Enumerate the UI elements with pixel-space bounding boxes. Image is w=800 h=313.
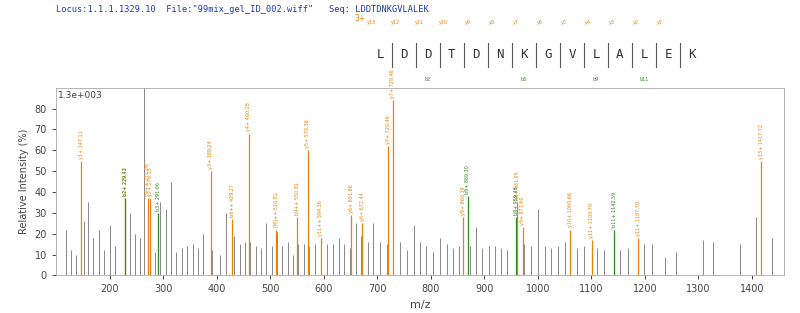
Text: y4: y4 — [585, 20, 590, 25]
Text: y9+ 971.60: y9+ 971.60 — [520, 197, 525, 225]
Text: 3+: 3+ — [354, 14, 366, 23]
Text: b6++ 429.27: b6++ 429.27 — [230, 184, 234, 217]
Text: V: V — [568, 48, 576, 61]
Text: [M]++ 510.81: [M]++ 510.81 — [274, 192, 278, 228]
Text: y3+ 389.24: y3+ 389.24 — [208, 141, 214, 169]
Text: y8: y8 — [489, 20, 494, 25]
Text: y10: y10 — [439, 20, 448, 25]
Text: y7: y7 — [513, 20, 518, 25]
Text: y5+ 570.36: y5+ 570.36 — [306, 119, 310, 148]
Text: E: E — [664, 48, 672, 61]
Text: y11+ 1187.70: y11+ 1187.70 — [636, 201, 641, 236]
Text: b9+ 959.48: b9+ 959.48 — [514, 186, 518, 215]
Text: b11: b11 — [639, 77, 649, 82]
Text: y11: y11 — [415, 20, 424, 25]
X-axis label: m/z: m/z — [410, 300, 430, 310]
Text: y12: y12 — [391, 20, 400, 25]
Text: y6+ 651.86: y6+ 651.86 — [349, 184, 354, 213]
Text: y2+ 276.15: y2+ 276.15 — [148, 167, 153, 196]
Text: b9++ 550.81: b9++ 550.81 — [295, 182, 300, 215]
Text: K: K — [520, 48, 528, 61]
Text: y6+ 672.44: y6+ 672.44 — [360, 192, 365, 221]
Text: D: D — [472, 48, 480, 61]
Text: y11+ 1100.70: y11+ 1100.70 — [589, 203, 594, 238]
Text: 1.3e+003: 1.3e+003 — [58, 91, 102, 100]
Text: Locus:1.1.1.1329.10  File:"99mix_gel_ID_002.wiff"   Seq: LDDTDNKGVLALEK: Locus:1.1.1.1329.10 File:"99mix_gel_ID_0… — [56, 5, 429, 14]
Text: y3: y3 — [609, 20, 614, 25]
Text: y6: y6 — [537, 20, 542, 25]
Text: T: T — [448, 48, 456, 61]
Text: y1: y1 — [657, 20, 662, 25]
Text: y5: y5 — [561, 20, 566, 25]
Text: b9: b9 — [593, 77, 599, 82]
Text: b2+ 229.13: b2+ 229.13 — [122, 167, 128, 196]
Text: y1+ 147.11: y1+ 147.11 — [78, 130, 84, 159]
Text: A: A — [616, 48, 624, 61]
Text: y8+ 860.39: y8+ 860.39 — [461, 186, 466, 215]
Text: b11+ 1142.59: b11+ 1142.59 — [611, 192, 617, 228]
Text: G: G — [544, 48, 552, 61]
Text: y10+ 1060.66: y10+ 1060.66 — [568, 192, 573, 228]
Text: y7+ 720.46: y7+ 720.46 — [386, 115, 390, 144]
Text: b9+ 869.30: b9+ 869.30 — [466, 165, 470, 194]
Text: y7+ 729.46: y7+ 729.46 — [390, 69, 395, 98]
Text: y2: y2 — [633, 20, 638, 25]
Text: y4+ 460.28: y4+ 460.28 — [246, 103, 251, 131]
Text: D: D — [400, 48, 408, 61]
Text: b6: b6 — [521, 77, 527, 82]
Text: L: L — [376, 48, 384, 61]
Text: b2+ 229.42: b2+ 229.42 — [122, 167, 128, 196]
Text: y9: y9 — [465, 20, 470, 25]
Text: L: L — [640, 48, 648, 61]
Text: K: K — [688, 48, 696, 61]
Text: b2: b2 — [425, 77, 431, 82]
Y-axis label: Relative Intensity (%): Relative Intensity (%) — [19, 129, 29, 234]
Text: N: N — [496, 48, 504, 61]
Text: y13: y13 — [367, 20, 376, 25]
Text: y13+ 1417.72: y13+ 1417.72 — [759, 124, 764, 159]
Text: y11++ 594.36: y11++ 594.36 — [318, 200, 323, 236]
Text: D: D — [424, 48, 432, 61]
Text: y4++ 271.06: y4++ 271.06 — [145, 163, 150, 196]
Text: L: L — [592, 48, 600, 61]
Text: b3+ 291.06: b3+ 291.06 — [156, 182, 161, 211]
Text: b8+ 961.95: b8+ 961.95 — [515, 172, 520, 200]
